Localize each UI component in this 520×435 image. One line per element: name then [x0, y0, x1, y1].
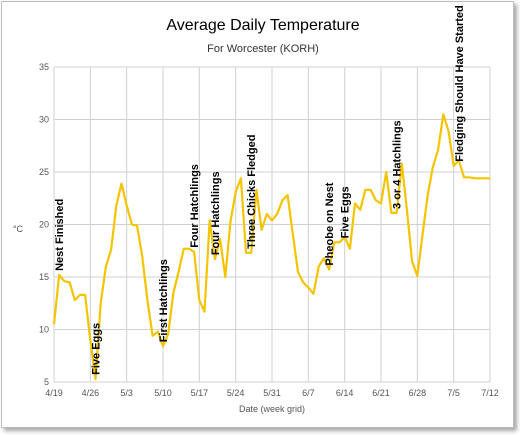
annotations: Nest Finished Five Eggs First Hatchlings Fo…: [54, 5, 466, 375]
x-tick-label: 7/12: [481, 388, 499, 398]
x-tick-labels: 4/19 4/26 5/3 5/10 5/17 5/24 5/31 6/7 6/14 6/21 6/…: [45, 388, 499, 398]
x-tick-label: 6/7: [302, 388, 315, 398]
y-tick-label: 10: [39, 325, 49, 335]
y-tick-label: 30: [39, 115, 49, 125]
temperature-chart: Average Daily Temperature For Worcester …: [13, 5, 499, 414]
x-tick-label: 5/3: [120, 388, 133, 398]
x-tick-label: 5/17: [191, 388, 209, 398]
x-tick-label: 6/21: [372, 388, 390, 398]
y-tick-label: 35: [39, 62, 49, 72]
x-tick-label: 7/5: [447, 388, 460, 398]
annotation-label: Four Hatchlings: [189, 164, 201, 248]
x-tick-label: 5/31: [263, 388, 281, 398]
y-tick-label: 15: [39, 272, 49, 282]
grid-lines: [53, 66, 491, 383]
series-line-temperature: [52, 113, 490, 380]
annotation-label: Four Hatchlings: [210, 171, 222, 255]
annotation-label: Five Eggs: [340, 186, 352, 238]
chart-frame: Average Daily Temperature For Worcester …: [1, 1, 514, 428]
x-tick-label: 4/19: [45, 388, 63, 398]
y-tick-labels: 5 10 15 20 25 30 35: [39, 62, 49, 387]
annotation-label: Pheobe on Nest: [324, 182, 336, 265]
x-tick-label: 5/24: [227, 388, 245, 398]
x-tick-label: 6/28: [409, 388, 427, 398]
x-tick-label: 6/14: [336, 388, 354, 398]
x-axis-label: Date (week grid): [239, 404, 305, 414]
annotation-label: First Hatchlings: [158, 259, 170, 342]
y-tick-label: 5: [44, 377, 49, 387]
annotation-label: 3 or 4 Hatchlings: [392, 120, 404, 209]
x-tick-label: 4/26: [82, 388, 100, 398]
y-axis-label: °C: [13, 224, 24, 234]
chart-title: Average Daily Temperature: [166, 17, 359, 34]
annotation-label: Fledging Should Have Started: [454, 5, 466, 161]
y-tick-label: 20: [39, 220, 49, 230]
annotation-label: Nest Finished: [54, 199, 66, 271]
chart-subtitle: For Worcester (KORH): [207, 43, 319, 55]
annotation-label: Three Chicks Fledged: [246, 135, 258, 249]
annotation-label: Five Eggs: [91, 323, 103, 375]
x-tick-label: 5/10: [154, 388, 172, 398]
y-tick-label: 25: [39, 167, 49, 177]
